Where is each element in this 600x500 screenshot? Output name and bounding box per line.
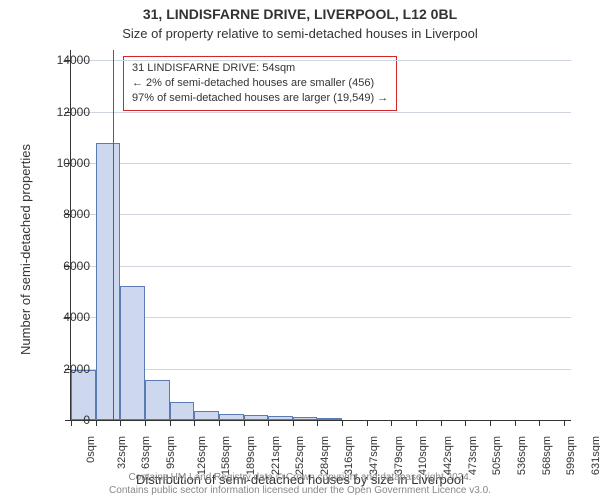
footer-attribution: Contains HM Land Registry data © Crown c… bbox=[0, 472, 600, 497]
y-tick-label: 8000 bbox=[40, 207, 90, 221]
gridline bbox=[71, 60, 571, 61]
x-tick-label: 599sqm bbox=[565, 436, 577, 475]
chart-title-main: 31, LINDISFARNE DRIVE, LIVERPOOL, L12 0B… bbox=[0, 6, 600, 22]
x-tick-label: 379sqm bbox=[393, 436, 405, 475]
gridline bbox=[71, 112, 571, 113]
gridline bbox=[71, 163, 571, 164]
x-tick bbox=[219, 420, 220, 426]
x-tick bbox=[490, 420, 491, 426]
gridline bbox=[71, 317, 571, 318]
y-tick-label: 0 bbox=[40, 413, 90, 427]
histogram-bar bbox=[219, 414, 244, 420]
x-tick bbox=[416, 420, 417, 426]
histogram-bar bbox=[317, 418, 342, 420]
gridline bbox=[71, 266, 571, 267]
y-tick-label: 6000 bbox=[40, 259, 90, 273]
annotation-box: 31 LINDISFARNE DRIVE: 54sqm ← 2% of semi… bbox=[123, 56, 397, 111]
y-tick-label: 14000 bbox=[40, 53, 90, 67]
x-tick-label: 158sqm bbox=[220, 436, 232, 475]
x-tick bbox=[244, 420, 245, 426]
y-tick-label: 12000 bbox=[40, 105, 90, 119]
histogram-bar bbox=[293, 417, 318, 420]
x-tick bbox=[293, 420, 294, 426]
x-tick-label: 410sqm bbox=[418, 436, 430, 475]
annotation-line: 31 LINDISFARNE DRIVE: 54sqm bbox=[132, 61, 388, 76]
x-tick bbox=[515, 420, 516, 426]
x-tick-label: 63sqm bbox=[140, 436, 152, 469]
x-tick bbox=[170, 420, 171, 426]
x-tick bbox=[96, 420, 97, 426]
x-tick-label: 126sqm bbox=[196, 436, 208, 475]
plot-area: 31 LINDISFARNE DRIVE: 54sqm ← 2% of semi… bbox=[70, 50, 571, 421]
gridline bbox=[71, 369, 571, 370]
annotation-line: 97% of semi-detached houses are larger (… bbox=[132, 91, 388, 106]
x-tick-label: 252sqm bbox=[294, 436, 306, 475]
x-tick-label: 442sqm bbox=[442, 436, 454, 475]
histogram-bar bbox=[268, 416, 293, 420]
x-tick-label: 505sqm bbox=[492, 436, 504, 475]
y-tick-label: 2000 bbox=[40, 362, 90, 376]
gridline bbox=[71, 214, 571, 215]
x-tick-label: 536sqm bbox=[516, 436, 528, 475]
histogram-bar bbox=[170, 402, 195, 420]
x-tick-label: 221sqm bbox=[270, 436, 282, 475]
x-tick-label: 473sqm bbox=[467, 436, 479, 475]
reference-line bbox=[113, 50, 114, 420]
histogram-bar bbox=[96, 143, 121, 421]
histogram-bar bbox=[244, 415, 269, 420]
x-tick-label: 189sqm bbox=[245, 436, 257, 475]
x-tick-label: 284sqm bbox=[319, 436, 331, 475]
x-tick-label: 0sqm bbox=[85, 436, 97, 463]
x-tick bbox=[342, 420, 343, 426]
x-tick-label: 316sqm bbox=[344, 436, 356, 475]
x-tick bbox=[564, 420, 565, 426]
footer-line: Contains public sector information licen… bbox=[0, 485, 600, 498]
x-tick bbox=[317, 420, 318, 426]
x-tick bbox=[367, 420, 368, 426]
chart-title-sub: Size of property relative to semi-detach… bbox=[0, 26, 600, 41]
y-tick-label: 10000 bbox=[40, 156, 90, 170]
x-tick-label: 568sqm bbox=[541, 436, 553, 475]
x-tick bbox=[120, 420, 121, 426]
histogram-bar bbox=[194, 411, 219, 420]
y-axis-title: Number of semi-detached properties bbox=[18, 144, 33, 355]
histogram-bar bbox=[120, 286, 145, 420]
histogram-bar bbox=[145, 380, 170, 420]
y-tick-label: 4000 bbox=[40, 310, 90, 324]
x-tick bbox=[145, 420, 146, 426]
x-tick bbox=[465, 420, 466, 426]
x-tick-label: 32sqm bbox=[116, 436, 128, 469]
x-tick bbox=[194, 420, 195, 426]
x-tick bbox=[268, 420, 269, 426]
x-tick-label: 347sqm bbox=[368, 436, 380, 475]
x-tick bbox=[441, 420, 442, 426]
x-tick-label: 631sqm bbox=[590, 436, 600, 475]
x-tick bbox=[391, 420, 392, 426]
x-tick-label: 95sqm bbox=[165, 436, 177, 469]
chart-container: 31, LINDISFARNE DRIVE, LIVERPOOL, L12 0B… bbox=[0, 0, 600, 500]
annotation-line: ← 2% of semi-detached houses are smaller… bbox=[132, 76, 388, 91]
x-tick bbox=[539, 420, 540, 426]
